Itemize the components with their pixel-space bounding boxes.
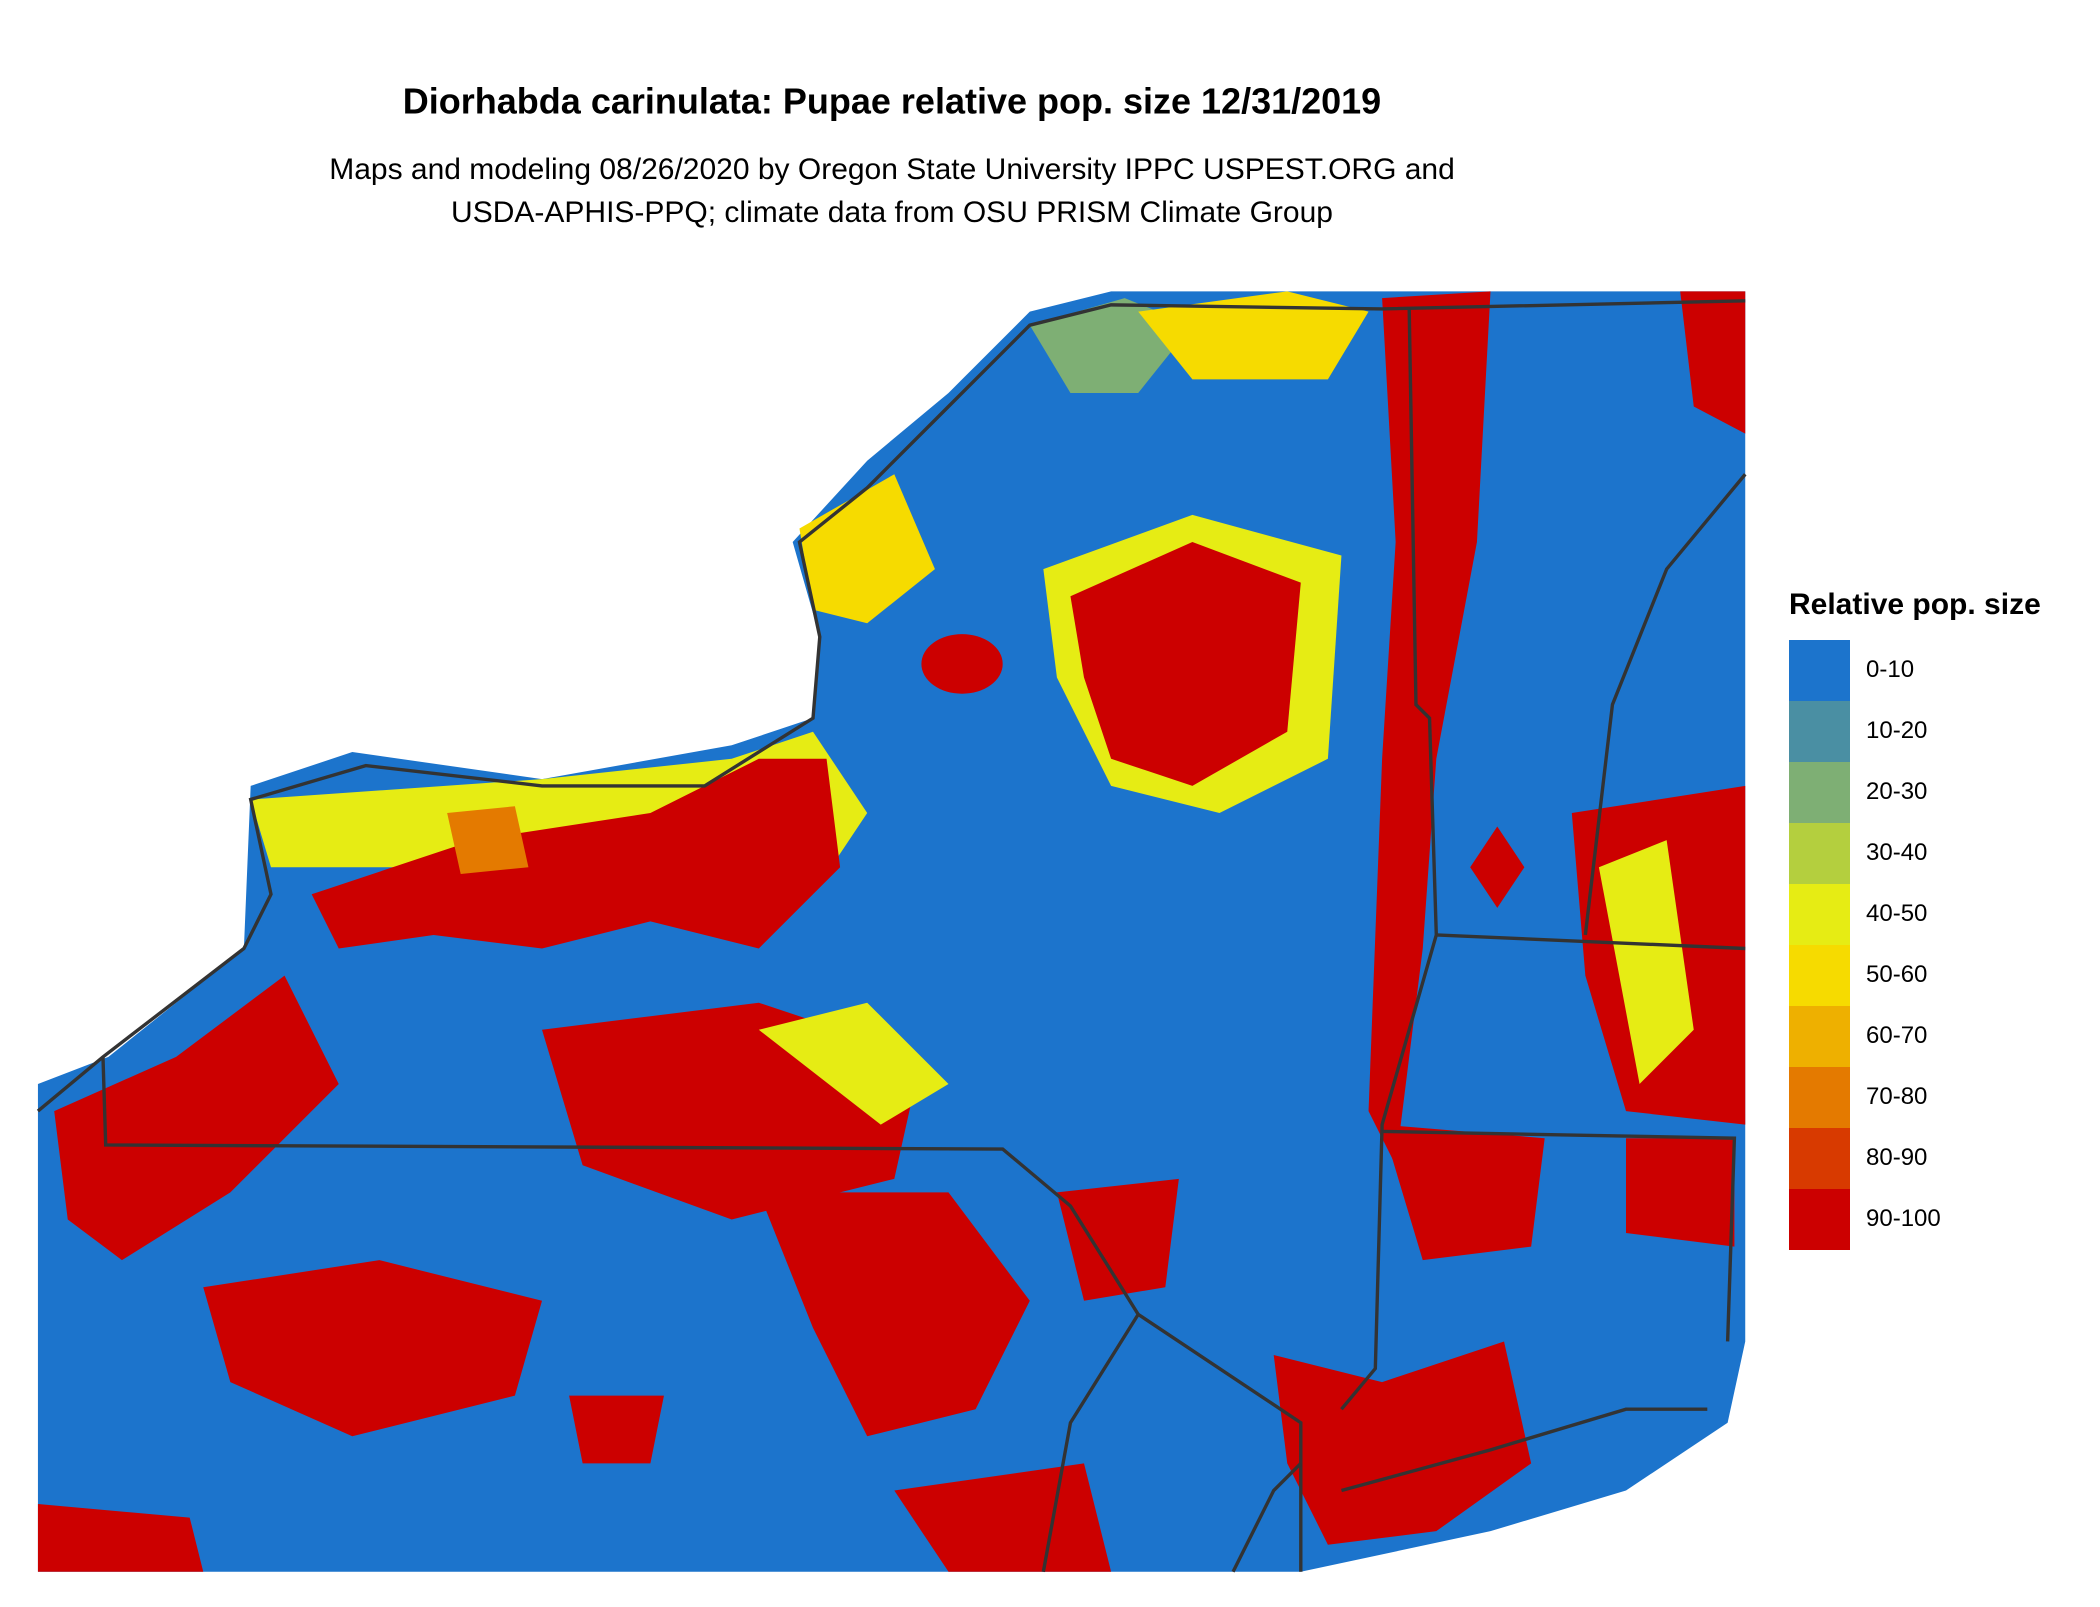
- legend-swatch: [1789, 762, 1850, 823]
- map: [36, 291, 1747, 1573]
- legend-label: 20-30: [1866, 778, 1927, 805]
- legend-label: 40-50: [1866, 900, 1927, 927]
- legend-swatch: [1789, 1006, 1850, 1067]
- legend-label: 10-20: [1866, 717, 1927, 744]
- state-borders: [36, 299, 1747, 1573]
- legend-swatch: [1789, 1067, 1850, 1128]
- legend-swatch: [1789, 640, 1850, 701]
- legend-label: 0-10: [1866, 656, 1914, 683]
- legend-label: 30-40: [1866, 839, 1927, 866]
- legend-label: 50-60: [1866, 961, 1927, 988]
- legend-swatch: [1789, 1128, 1850, 1189]
- map-title: Diorhabda carinulata: Pupae relative pop…: [403, 81, 1381, 122]
- subtitle: Maps and modeling 08/26/2020 by Oregon S…: [329, 153, 1455, 186]
- legend-swatch: [1789, 945, 1850, 1006]
- legend-label: 70-80: [1866, 1083, 1927, 1110]
- legend-swatch: [1789, 823, 1850, 884]
- legend: 0-10 10-20 20-30 30-40 40-50 50-60 60-70 70-80 8…: [1789, 640, 1941, 1250]
- legend-swatch: [1789, 884, 1850, 945]
- subtitle: USDA-APHIS-PPQ; climate data from OSU PR…: [451, 196, 1333, 229]
- legend-swatch: [1789, 1189, 1850, 1250]
- legend-label: 60-70: [1866, 1022, 1927, 1049]
- legend-swatch: [1789, 701, 1850, 762]
- legend-label: 90-100: [1866, 1205, 1941, 1232]
- legend-label: 80-90: [1866, 1144, 1927, 1171]
- legend-title: Relative pop. size: [1789, 588, 2041, 621]
